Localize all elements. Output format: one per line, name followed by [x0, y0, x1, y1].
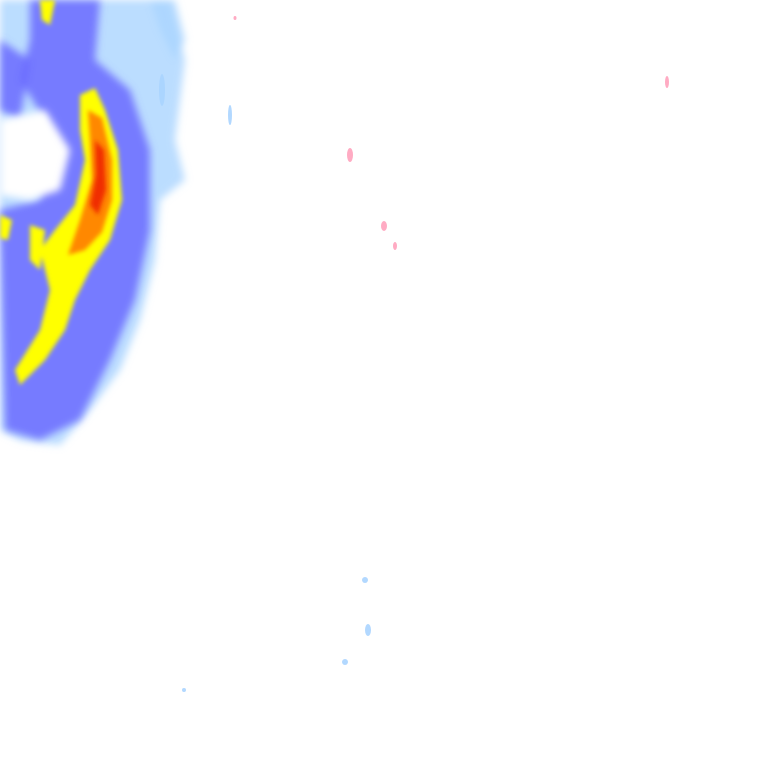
mixed-shape: [665, 76, 669, 88]
intense-core-shape: [68, 110, 112, 255]
mixed-shape: [393, 242, 397, 250]
heavy-band-shape: [30, 225, 45, 270]
scattered-shape: [182, 688, 186, 692]
heavy-band-shape: [0, 215, 12, 240]
medium-band-shape: [0, 40, 30, 120]
scattered-shape: [159, 74, 165, 106]
light-band-shape: [150, 0, 185, 60]
scattered-echoes: [159, 74, 371, 692]
extreme-core-shape: [90, 140, 106, 215]
mixed-precip-echoes: [233, 16, 669, 250]
clear-gap-shape: [0, 110, 70, 200]
heavy-band-shape: [40, 0, 55, 25]
mixed-shape: [381, 221, 387, 231]
mixed-shape: [233, 16, 237, 20]
scattered-shape: [228, 105, 232, 125]
mixed-shape: [347, 148, 353, 162]
scattered-shape: [362, 577, 368, 583]
intense-precip-core: [68, 110, 112, 255]
scattered-shape: [342, 659, 348, 665]
extreme-precip-core: [90, 140, 106, 215]
scattered-shape: [365, 624, 371, 636]
